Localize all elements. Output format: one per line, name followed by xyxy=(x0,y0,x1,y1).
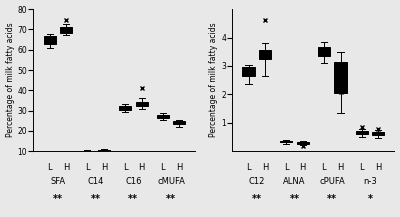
Text: **: ** xyxy=(53,194,63,204)
Text: L: L xyxy=(160,163,165,172)
Text: H: H xyxy=(300,163,306,172)
Text: cMUFA: cMUFA xyxy=(157,177,185,186)
Text: H: H xyxy=(176,163,182,172)
PathPatch shape xyxy=(318,48,330,56)
Text: cPUFA: cPUFA xyxy=(319,177,345,186)
Text: H: H xyxy=(262,163,268,172)
Text: H: H xyxy=(63,163,69,172)
Text: **: ** xyxy=(327,194,337,204)
PathPatch shape xyxy=(242,67,254,76)
PathPatch shape xyxy=(356,131,368,134)
Text: **: ** xyxy=(166,194,176,204)
PathPatch shape xyxy=(98,150,110,151)
Text: L: L xyxy=(359,163,364,172)
PathPatch shape xyxy=(372,132,384,135)
PathPatch shape xyxy=(280,140,292,143)
PathPatch shape xyxy=(157,115,169,118)
PathPatch shape xyxy=(119,106,131,110)
Text: SFA: SFA xyxy=(50,177,66,186)
Text: n-3: n-3 xyxy=(363,177,377,186)
Text: C12: C12 xyxy=(249,177,265,186)
Text: H: H xyxy=(337,163,344,172)
Text: **: ** xyxy=(128,194,138,204)
PathPatch shape xyxy=(259,50,271,59)
Text: L: L xyxy=(284,163,288,172)
Text: L: L xyxy=(246,163,251,172)
Text: H: H xyxy=(101,163,107,172)
Text: *: * xyxy=(368,194,372,204)
Text: **: ** xyxy=(252,194,262,204)
PathPatch shape xyxy=(173,121,185,124)
Text: ALNA: ALNA xyxy=(283,177,306,186)
PathPatch shape xyxy=(60,27,72,33)
Text: L: L xyxy=(47,163,52,172)
PathPatch shape xyxy=(44,36,56,44)
Text: H: H xyxy=(375,163,382,172)
PathPatch shape xyxy=(297,142,309,144)
Text: **: ** xyxy=(290,194,300,204)
Text: H: H xyxy=(138,163,145,172)
Text: **: ** xyxy=(90,194,100,204)
Text: C14: C14 xyxy=(87,177,104,186)
PathPatch shape xyxy=(334,62,346,93)
PathPatch shape xyxy=(136,102,148,106)
Text: L: L xyxy=(123,163,127,172)
Y-axis label: Percentage of milk fatty acids: Percentage of milk fatty acids xyxy=(209,23,218,138)
Text: L: L xyxy=(322,163,326,172)
Text: L: L xyxy=(85,163,90,172)
Text: C16: C16 xyxy=(125,177,142,186)
Y-axis label: Percentage of milk fatty acids: Percentage of milk fatty acids xyxy=(6,23,14,138)
